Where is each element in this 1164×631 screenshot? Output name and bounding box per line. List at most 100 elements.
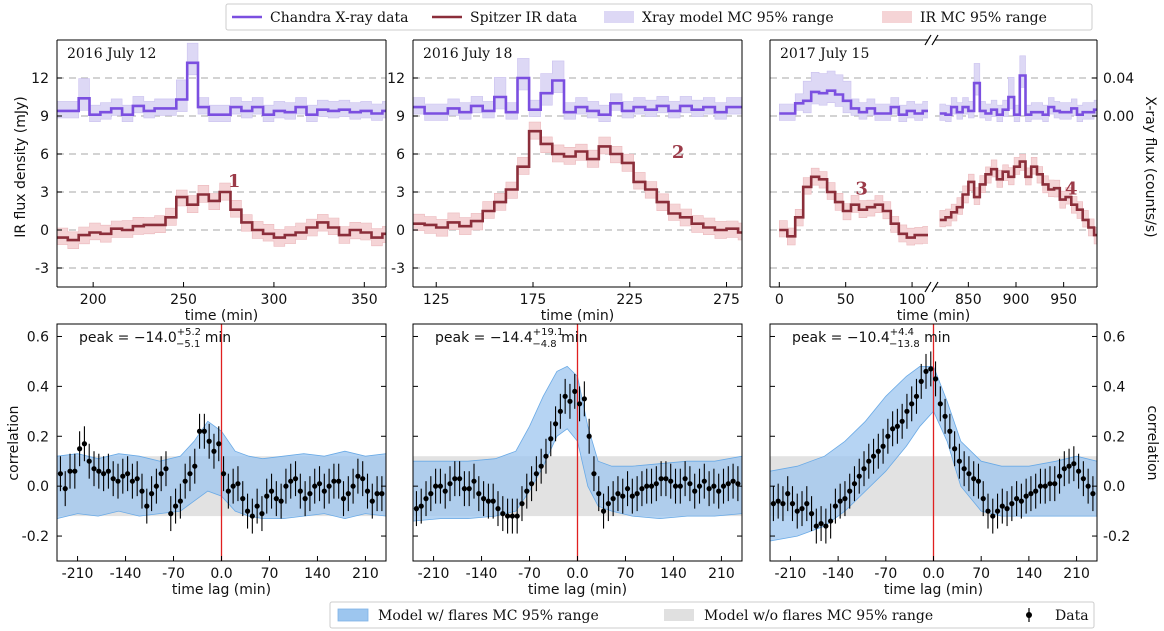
- time-xlabel: time (min): [897, 308, 970, 324]
- data-point: [870, 453, 877, 459]
- top-panel-3b-xtick-label: 950: [1050, 292, 1077, 308]
- axis-break-mark: [924, 281, 932, 293]
- data-point: [856, 473, 862, 479]
- corr-xtick-label: 140: [660, 566, 687, 582]
- data-point: [326, 483, 332, 489]
- time-xlabel: time (min): [541, 308, 614, 324]
- data-point: [552, 421, 559, 427]
- data-point: [966, 471, 972, 477]
- top-panel-1-xtick-label: 250: [170, 292, 197, 308]
- panel-title: 2016 July 18: [423, 46, 512, 62]
- panel-title: 2016 July 12: [67, 46, 156, 62]
- top-panel-1-plot: [57, 42, 386, 269]
- top-panel-3b-xray-line: [939, 74, 1097, 116]
- flare-label: 3: [855, 179, 868, 200]
- data-point: [480, 496, 487, 502]
- peak-err-upper: +5.2: [177, 327, 201, 338]
- data-point: [851, 481, 858, 487]
- data-point: [139, 488, 145, 494]
- data-point: [235, 481, 241, 487]
- data-point: [730, 478, 736, 484]
- corr-ytick-label-right: 0.6: [1103, 329, 1125, 345]
- data-point: [72, 468, 78, 474]
- data-point: [244, 508, 251, 514]
- data-point: [932, 376, 939, 382]
- top-panel-2-ytick-label: 9: [396, 109, 405, 125]
- data-point: [942, 413, 948, 419]
- top-panel-1-xray-line: [57, 61, 386, 116]
- corr-xtick-label: -70: [162, 566, 185, 582]
- data-point: [264, 493, 270, 499]
- top-panel-2-ytick-label: 6: [396, 147, 405, 163]
- data-point: [379, 491, 385, 497]
- data-point: [952, 446, 958, 452]
- data-point: [1080, 476, 1086, 482]
- data-point: [182, 478, 188, 484]
- data-point: [567, 398, 573, 404]
- top-panel-3b-plot: [935, 55, 1097, 269]
- legend-bottom-patch-flare: [337, 608, 369, 622]
- data-point: [775, 498, 781, 504]
- data-point: [196, 428, 203, 434]
- data-point: [668, 478, 674, 484]
- data-point: [91, 466, 97, 472]
- data-point: [1076, 468, 1082, 474]
- ir-ylabel: IR flux density (mJy): [13, 96, 29, 238]
- data-point: [682, 476, 688, 482]
- corr-ytick-label-right: 0.4: [1103, 379, 1125, 395]
- data-point: [696, 483, 703, 489]
- legend-top-patch-ir-mc: [882, 11, 912, 23]
- peak-err-lower: −4.8: [532, 339, 556, 350]
- data-point: [312, 483, 318, 489]
- data-point: [471, 478, 477, 484]
- lag-xlabel: time lag (min): [172, 582, 271, 598]
- data-point: [985, 508, 991, 514]
- data-point: [288, 478, 294, 484]
- peak-unit: min: [557, 330, 588, 346]
- data-point: [804, 501, 810, 507]
- lag-xlabel: time lag (min): [884, 582, 983, 598]
- data-point: [101, 471, 107, 477]
- data-point: [937, 401, 943, 407]
- top-panel-2-ytick-label: -3: [391, 261, 405, 277]
- data-point: [336, 478, 342, 484]
- legend-bottom-frame: [329, 601, 1095, 629]
- xray-ytick-label: 0.04: [1103, 71, 1134, 87]
- data-point: [947, 428, 953, 434]
- corr-xtick-label: -210: [62, 566, 94, 582]
- corr-xtick-label: -140: [466, 566, 498, 582]
- data-point: [360, 476, 366, 482]
- data-point: [168, 510, 174, 517]
- data-point: [677, 483, 683, 489]
- data-point: [818, 520, 824, 527]
- corr-xtick-label: 70: [261, 566, 279, 582]
- data-point: [216, 441, 222, 447]
- data-point: [437, 483, 444, 489]
- data-point: [586, 433, 592, 439]
- data-point: [890, 426, 896, 432]
- data-point: [292, 476, 299, 482]
- data-point: [576, 401, 583, 407]
- data-point: [206, 438, 212, 444]
- top-panel-2-ytick-label: 3: [396, 185, 405, 201]
- data-point: [254, 503, 260, 509]
- data-point: [639, 486, 645, 492]
- peak-value: peak = −14.0: [79, 330, 177, 346]
- corr-ytick-label-right: -0.2: [1103, 529, 1130, 545]
- data-point: [519, 501, 525, 507]
- data-point: [423, 496, 429, 502]
- panel-title: 2017 July 15: [780, 46, 869, 62]
- data-point: [187, 471, 193, 477]
- data-point: [105, 468, 112, 474]
- data-point: [1090, 491, 1096, 497]
- data-point: [1066, 463, 1072, 469]
- peak-err-lower: −13.8: [889, 339, 920, 350]
- data-point: [1004, 506, 1010, 512]
- data-point: [980, 496, 986, 502]
- corr-ytick-label-right: 0.0: [1103, 479, 1125, 495]
- data-point: [624, 486, 631, 492]
- data-point: [663, 476, 669, 482]
- top-panel-2-xtick-label: 125: [423, 292, 450, 308]
- data-point: [364, 488, 371, 494]
